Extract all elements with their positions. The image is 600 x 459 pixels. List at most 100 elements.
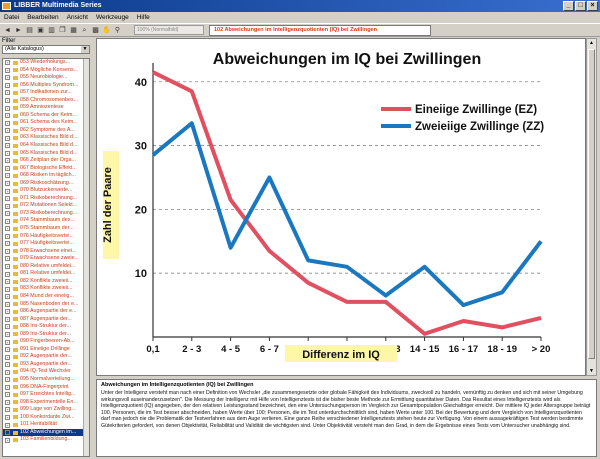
list-item[interactable]: +100 Konkordante Zwi... (3, 414, 89, 422)
expand-icon[interactable]: + (5, 399, 10, 405)
menu-werkzeuge[interactable]: Werkzeuge (95, 14, 129, 21)
list-item[interactable]: +071 Risikoberechnung... (3, 195, 89, 203)
chevron-down-icon[interactable]: ▼ (81, 46, 89, 53)
list-item[interactable]: +065 Klassisches Bild d... (3, 150, 89, 158)
splitter[interactable] (96, 376, 597, 379)
expand-icon[interactable]: + (5, 294, 10, 300)
expand-icon[interactable]: + (5, 248, 10, 254)
expand-icon[interactable]: + (5, 377, 10, 383)
list-item[interactable]: +092 Augenpartie der... (3, 353, 89, 361)
list-item[interactable]: +086 Augenpartie der e... (3, 308, 89, 316)
expand-icon[interactable]: + (5, 264, 10, 270)
list-item[interactable]: +101 Heritabilität (3, 421, 89, 429)
expand-icon[interactable]: + (5, 165, 10, 171)
list-item[interactable]: +087 Augenpartie der... (3, 316, 89, 324)
expand-icon[interactable]: + (5, 105, 10, 111)
save-icon[interactable]: ▣ (37, 26, 44, 34)
expand-icon[interactable]: + (5, 173, 10, 179)
list-item[interactable]: +082 Konflikte zweieii... (3, 278, 89, 286)
expand-icon[interactable]: + (5, 437, 10, 443)
list-item[interactable]: +068 Risiken im täglich... (3, 172, 89, 180)
expand-icon[interactable]: + (5, 271, 10, 277)
list-item[interactable]: +088 Iris-Struktur der... (3, 323, 89, 331)
expand-icon[interactable]: + (5, 241, 10, 247)
list-item[interactable]: +080 Relative umfeldei... (3, 263, 89, 271)
list-item[interactable]: +073 Risikoberechnung... (3, 210, 89, 218)
zoom-field[interactable]: 100% (Normalbild) (134, 25, 204, 35)
expand-icon[interactable]: + (5, 196, 10, 202)
expand-icon[interactable]: + (5, 369, 10, 375)
list-item[interactable]: +079 Erwachsene zweie... (3, 255, 89, 263)
list-item[interactable]: +103 Familienbildung... (3, 436, 89, 444)
expand-icon[interactable]: + (5, 347, 10, 353)
list-item[interactable]: +054 Mögliche Konsens... (3, 67, 89, 75)
list-item[interactable]: +063 Klassisches Bild d... (3, 134, 89, 142)
expand-icon[interactable]: + (5, 135, 10, 141)
scroll-down-icon[interactable]: ▼ (589, 368, 594, 374)
expand-icon[interactable]: + (5, 128, 10, 134)
list-item[interactable]: +067 Biologische Effekt... (3, 165, 89, 173)
expand-icon[interactable]: + (5, 301, 10, 307)
copy-icon[interactable]: ❐ (59, 26, 66, 34)
expand-icon[interactable]: + (5, 339, 10, 345)
expand-icon[interactable]: + (5, 158, 10, 164)
list-item[interactable]: +083 Konflikte zweieii... (3, 285, 89, 293)
list-item[interactable]: +074 Stammbaum des... (3, 217, 89, 225)
list-item[interactable]: +093 Augenpartie der... (3, 361, 89, 369)
expand-icon[interactable]: + (5, 75, 10, 81)
menu-ansicht[interactable]: Ansicht (66, 14, 88, 21)
list-item[interactable]: +070 Blutzuckerwerte... (3, 187, 89, 195)
list-item[interactable]: +064 Klassisches Bild d... (3, 142, 89, 150)
list-item[interactable]: +084 Mund der eineiig... (3, 293, 89, 301)
expand-icon[interactable]: + (5, 150, 10, 156)
folder-icon[interactable]: ▤ (26, 26, 33, 34)
search-icon[interactable]: ⌕ (82, 26, 87, 34)
expand-icon[interactable]: + (5, 211, 10, 217)
expand-icon[interactable]: + (5, 392, 10, 398)
expand-icon[interactable]: + (5, 233, 10, 239)
expand-icon[interactable]: + (5, 90, 10, 96)
expand-icon[interactable]: + (5, 331, 10, 337)
list-scrollbar[interactable] (83, 59, 89, 456)
expand-icon[interactable]: + (5, 316, 10, 322)
magnifier-icon[interactable]: ⚲ (114, 26, 121, 34)
expand-icon[interactable]: + (5, 113, 10, 119)
expand-icon[interactable]: + (5, 143, 10, 149)
list-item[interactable]: +098 Experimentelle En... (3, 399, 89, 407)
close-button[interactable]: × (587, 1, 598, 11)
chart-scrollbar[interactable]: ▲ ▼ (586, 38, 597, 376)
list-item[interactable]: +060 Schema der Keim... (3, 112, 89, 120)
image-icon[interactable]: ▦ (70, 26, 77, 34)
list-item[interactable]: +053 Wiederholungs... (3, 59, 89, 67)
expand-icon[interactable]: + (5, 98, 10, 103)
expand-icon[interactable]: + (5, 414, 10, 420)
expand-icon[interactable]: + (5, 256, 10, 262)
expand-icon[interactable]: + (5, 422, 10, 428)
list-item[interactable]: +059 Amniozentese (3, 104, 89, 112)
list-item[interactable]: +094 IQ-Test Wechsler (3, 368, 89, 376)
list-item[interactable]: +058 Chromosomenbes... (3, 97, 89, 105)
back-icon[interactable]: ◄ (4, 26, 11, 34)
expand-icon[interactable]: + (5, 67, 10, 73)
expand-icon[interactable]: + (5, 203, 10, 209)
list-item[interactable]: +062 Symptome des A... (3, 127, 89, 135)
list-item[interactable]: +099 Lage von Zwilling... (3, 406, 89, 414)
list-item[interactable]: +090 Fingerbeeren-Ab... (3, 338, 89, 346)
menu-datei[interactable]: Datei (4, 14, 20, 21)
list-item[interactable]: +096 DNA-Fingerprint (3, 384, 89, 392)
list-item[interactable]: +089 Iris-Struktur der... (3, 331, 89, 339)
expand-icon[interactable]: + (5, 286, 10, 292)
expand-icon[interactable]: + (5, 430, 10, 436)
list-item[interactable]: +076 Häufigkeitsvertei... (3, 233, 89, 241)
list-item[interactable]: +069 Risikoschätzung... (3, 180, 89, 188)
expand-icon[interactable]: + (5, 354, 10, 360)
list-item[interactable]: +056 Multiples Syndrom... (3, 82, 89, 90)
expand-icon[interactable]: + (5, 181, 10, 187)
list-item[interactable]: +085 Nasenboden der e... (3, 301, 89, 309)
grid-icon[interactable]: ▩ (92, 26, 99, 34)
expand-icon[interactable]: + (5, 120, 10, 126)
expand-icon[interactable]: + (5, 407, 10, 413)
minimize-button[interactable]: _ (563, 1, 574, 11)
scroll-up-icon[interactable]: ▲ (589, 40, 594, 46)
expand-icon[interactable]: + (5, 60, 10, 66)
